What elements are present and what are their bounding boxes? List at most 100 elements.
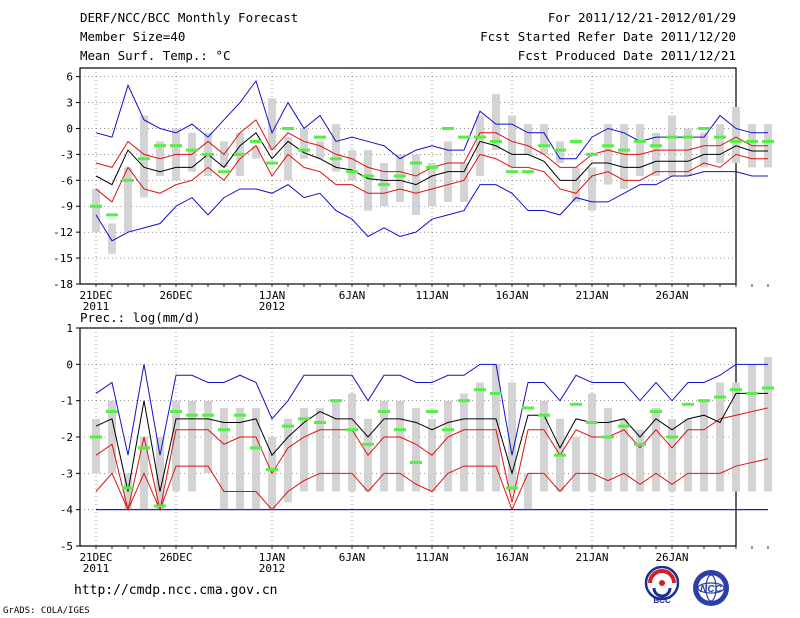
temp-box xyxy=(396,154,404,202)
precip-box xyxy=(460,393,468,492)
temp-box xyxy=(124,167,132,233)
precip-box xyxy=(156,437,164,510)
temp-xtick-label: 11JAN xyxy=(415,289,448,302)
precip-box xyxy=(108,400,116,474)
precip-box xyxy=(172,400,180,492)
precip-box xyxy=(700,400,708,492)
temp-box xyxy=(684,128,692,176)
precip-box xyxy=(540,400,548,492)
precip-box xyxy=(668,418,676,492)
precip-ytick-label: -5 xyxy=(60,540,73,553)
precip-ytick-label: 1 xyxy=(66,322,73,335)
temp-ytick-label: -6 xyxy=(60,174,73,187)
precip-box xyxy=(204,400,212,474)
temp-box xyxy=(620,124,628,189)
temp-box xyxy=(108,223,116,254)
temp-box xyxy=(476,115,484,176)
temp-box xyxy=(300,128,308,159)
precip-max-line xyxy=(95,363,768,456)
precip-xtick-label: 11JAN xyxy=(415,551,448,564)
precip-ytick-label: -2 xyxy=(60,431,73,444)
temp-xtick-label: 21DEC xyxy=(79,289,112,302)
temp-box xyxy=(668,115,676,176)
precip-xtick-year: 2012 xyxy=(259,562,286,575)
precip-box xyxy=(524,473,532,510)
temp-box xyxy=(524,124,532,155)
source-url[interactable]: http://cmdp.ncc.cma.gov.cn xyxy=(74,583,278,598)
precip-box xyxy=(380,400,388,492)
temp-box xyxy=(252,145,260,159)
precip-box xyxy=(492,364,500,492)
precip-box xyxy=(252,407,260,510)
temp-box xyxy=(588,167,596,211)
temp-box xyxy=(140,115,148,198)
precip-box xyxy=(188,400,196,492)
precip-box xyxy=(444,400,452,492)
precip-box xyxy=(220,407,228,510)
precip-xtick-label: 26JAN xyxy=(655,551,688,564)
temp-ytick-label: 6 xyxy=(66,71,73,84)
temp-box xyxy=(268,98,276,151)
temp-box xyxy=(732,106,740,164)
temp-ytick-label: 0 xyxy=(66,122,73,135)
precip-xtick-label: 21JAN xyxy=(575,551,608,564)
forecast-start-date: Fcst Started Refer Date 2011/12/20 xyxy=(480,29,736,44)
chart-title: DERF/NCC/BCC Monthly Forecast xyxy=(80,10,299,25)
precip-ytick-label: -3 xyxy=(60,467,73,480)
temp-box xyxy=(460,163,468,202)
precip-box xyxy=(732,382,740,492)
temp-box xyxy=(284,137,292,181)
temp-box xyxy=(540,124,548,155)
precip-box xyxy=(572,437,580,492)
temp-ytick-label: 3 xyxy=(66,97,73,110)
temp-box xyxy=(700,132,708,168)
precip-box xyxy=(684,418,692,492)
bcc-logo-text: BCC xyxy=(653,596,671,605)
precip-ytick-label: -4 xyxy=(60,504,74,517)
temp-ytick-label: -18 xyxy=(53,278,73,291)
temp-ytick-label: -3 xyxy=(60,148,73,161)
grads-credit: GrADS: COLA/IGES xyxy=(3,606,90,616)
precip-box xyxy=(396,400,404,492)
precip-box xyxy=(92,418,100,474)
temp-xtick-label: 6JAN xyxy=(339,289,366,302)
precip-xtick-label: 16JAN xyxy=(495,551,528,564)
precip-box xyxy=(748,364,756,492)
precip-variable-label: Prec.: log(mm/d) xyxy=(80,310,201,325)
temp-xtick-year: 2012 xyxy=(259,300,286,313)
temp-ytick-label: -9 xyxy=(60,200,73,213)
precip-box xyxy=(764,357,772,492)
temp-box xyxy=(636,124,644,176)
precip-box xyxy=(604,407,612,492)
ncc-logo-icon: NCC xyxy=(693,570,729,606)
precip-box xyxy=(284,418,292,503)
precip-box xyxy=(236,407,244,510)
temp-ytick-label: -12 xyxy=(53,226,73,239)
temp-min-line xyxy=(95,171,768,242)
temp-box xyxy=(188,132,196,172)
temp-box xyxy=(492,93,500,151)
precip-box xyxy=(412,407,420,492)
temp-xtick-label: 16JAN xyxy=(495,289,528,302)
precip-box xyxy=(716,382,724,492)
precip-box xyxy=(588,393,596,492)
temp-box xyxy=(92,188,100,233)
forecast-produced-date: Fcst Produced Date 2011/12/21 xyxy=(517,48,736,63)
precip-spread-low-line xyxy=(95,458,769,512)
temp-ytick-label: -15 xyxy=(53,252,73,265)
temp-box xyxy=(556,141,564,164)
precip-xtick-label: 26DEC xyxy=(159,551,192,564)
ncc-logo-text: NCC xyxy=(700,584,722,595)
temp-box xyxy=(332,124,340,172)
precip-box xyxy=(300,407,308,492)
temp-box xyxy=(716,124,724,164)
temp-xtick-label: 26JAN xyxy=(655,289,688,302)
temp-box xyxy=(428,163,436,207)
precip-box xyxy=(476,382,484,492)
precip-box xyxy=(316,407,324,492)
member-size: Member Size=40 xyxy=(80,29,186,44)
temp-xtick-label: 21JAN xyxy=(575,289,608,302)
temp-box xyxy=(316,141,324,159)
precip-box xyxy=(332,400,340,492)
forecast-period: For 2011/12/21-2012/01/29 xyxy=(547,10,736,25)
